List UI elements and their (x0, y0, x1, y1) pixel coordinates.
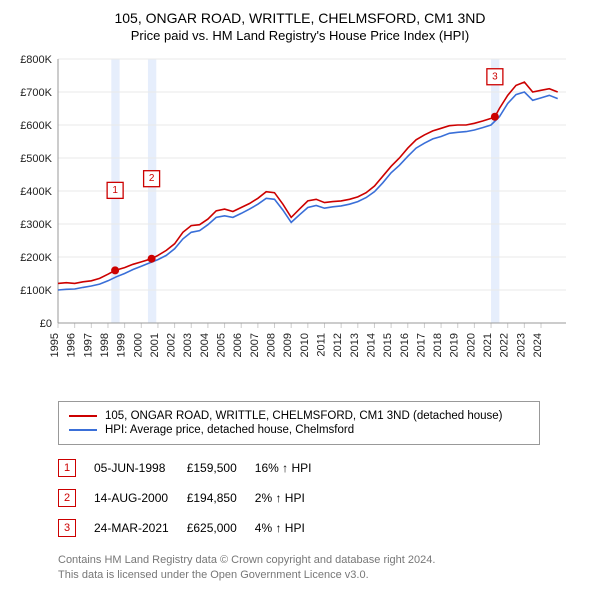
event-marker-icon: 3 (58, 519, 76, 537)
y-tick-label: £0 (40, 318, 52, 330)
y-tick-label: £200K (20, 252, 52, 264)
y-tick-label: £600K (20, 120, 52, 132)
event-delta: 2% ↑ HPI (255, 483, 330, 513)
y-tick-label: £800K (20, 54, 52, 66)
x-tick-label: 2000 (132, 333, 144, 357)
price-chart: £0 £100K £200K £300K £400K £500K £600K £700K £80… (10, 51, 570, 391)
x-tick-label: 2016 (399, 333, 411, 357)
x-tick-label: 2022 (499, 333, 511, 357)
chart-title-address: 105, ONGAR ROAD, WRITTLE, CHELMSFORD, CM… (10, 10, 590, 26)
x-tick-label: 1995 (49, 333, 61, 357)
x-tick-label: 2015 (382, 333, 394, 357)
event-row: 2 14-AUG-2000£194,8502% ↑ HPI (58, 483, 329, 513)
x-tick-label: 2007 (249, 333, 261, 357)
event-delta: 16% ↑ HPI (255, 453, 330, 483)
legend-item-property: 105, ONGAR ROAD, WRITTLE, CHELMSFORD, CM… (69, 410, 529, 422)
chart-title-subtitle: Price paid vs. HM Land Registry's House … (10, 28, 590, 43)
events-table: 1 05-JUN-1998£159,50016% ↑ HPI 2 14-AUG-200… (58, 453, 329, 543)
y-tick-label: £300K (20, 219, 52, 231)
x-tick-label: 2018 (432, 333, 444, 357)
x-tick-label: 2002 (166, 333, 178, 357)
footer-line1: Contains HM Land Registry data © Crown c… (58, 553, 590, 568)
x-tick-label: 2012 (332, 333, 344, 357)
x-tick-label: 2021 (482, 333, 494, 357)
event-date: 05-JUN-1998 (94, 453, 187, 483)
event-dot (491, 113, 499, 121)
event-price: £159,500 (187, 453, 255, 483)
y-tick-label: £100K (20, 285, 52, 297)
x-tick-label: 2011 (315, 333, 327, 357)
event-marker-number: 2 (149, 173, 155, 184)
x-tick-label: 1998 (99, 333, 111, 357)
event-dot (111, 266, 119, 274)
y-tick-label: £500K (20, 153, 52, 165)
x-tick-label: 2019 (449, 333, 461, 357)
x-tick-label: 2008 (266, 333, 278, 357)
event-marker-number: 1 (112, 185, 118, 196)
x-tick-label: 2017 (415, 333, 427, 357)
event-marker-icon: 1 (58, 459, 76, 477)
series-line (58, 82, 558, 283)
event-marker-icon: 2 (58, 489, 76, 507)
x-tick-label: 2020 (465, 333, 477, 357)
event-date: 24-MAR-2021 (94, 513, 187, 543)
event-date: 14-AUG-2000 (94, 483, 187, 513)
x-tick-label: 2005 (216, 333, 228, 357)
x-tick-label: 2023 (515, 333, 527, 357)
event-row: 1 05-JUN-1998£159,50016% ↑ HPI (58, 453, 329, 483)
x-tick-label: 1999 (116, 333, 128, 357)
x-tick-label: 2014 (365, 333, 377, 357)
footer-line2: This data is licensed under the Open Gov… (58, 568, 590, 583)
event-marker-number: 3 (492, 71, 498, 82)
event-delta: 4% ↑ HPI (255, 513, 330, 543)
x-tick-label: 2006 (232, 333, 244, 357)
chart-svg: £0 £100K £200K £300K £400K £500K £600K £700K £80… (10, 51, 570, 391)
legend-label-property: 105, ONGAR ROAD, WRITTLE, CHELMSFORD, CM… (105, 410, 503, 422)
legend-label-hpi: HPI: Average price, detached house, Chel… (105, 424, 354, 436)
x-tick-label: 2001 (149, 333, 161, 357)
x-tick-label: 1996 (66, 333, 78, 357)
y-tick-label: £700K (20, 87, 52, 99)
x-tick-label: 2024 (532, 333, 544, 357)
x-tick-label: 2013 (349, 333, 361, 357)
legend-item-hpi: HPI: Average price, detached house, Chel… (69, 424, 529, 436)
x-tick-label: 2009 (282, 333, 294, 357)
event-price: £194,850 (187, 483, 255, 513)
footer-attribution: Contains HM Land Registry data © Crown c… (58, 553, 590, 583)
event-row: 3 24-MAR-2021£625,0004% ↑ HPI (58, 513, 329, 543)
x-tick-label: 2003 (182, 333, 194, 357)
x-tick-label: 2010 (299, 333, 311, 357)
legend-swatch-hpi (69, 429, 97, 431)
event-dot (148, 255, 156, 263)
event-price: £625,000 (187, 513, 255, 543)
x-tick-label: 2004 (199, 333, 211, 357)
x-tick-label: 1997 (82, 333, 94, 357)
legend-swatch-property (69, 415, 97, 417)
y-tick-label: £400K (20, 186, 52, 198)
chart-legend: 105, ONGAR ROAD, WRITTLE, CHELMSFORD, CM… (58, 401, 540, 445)
